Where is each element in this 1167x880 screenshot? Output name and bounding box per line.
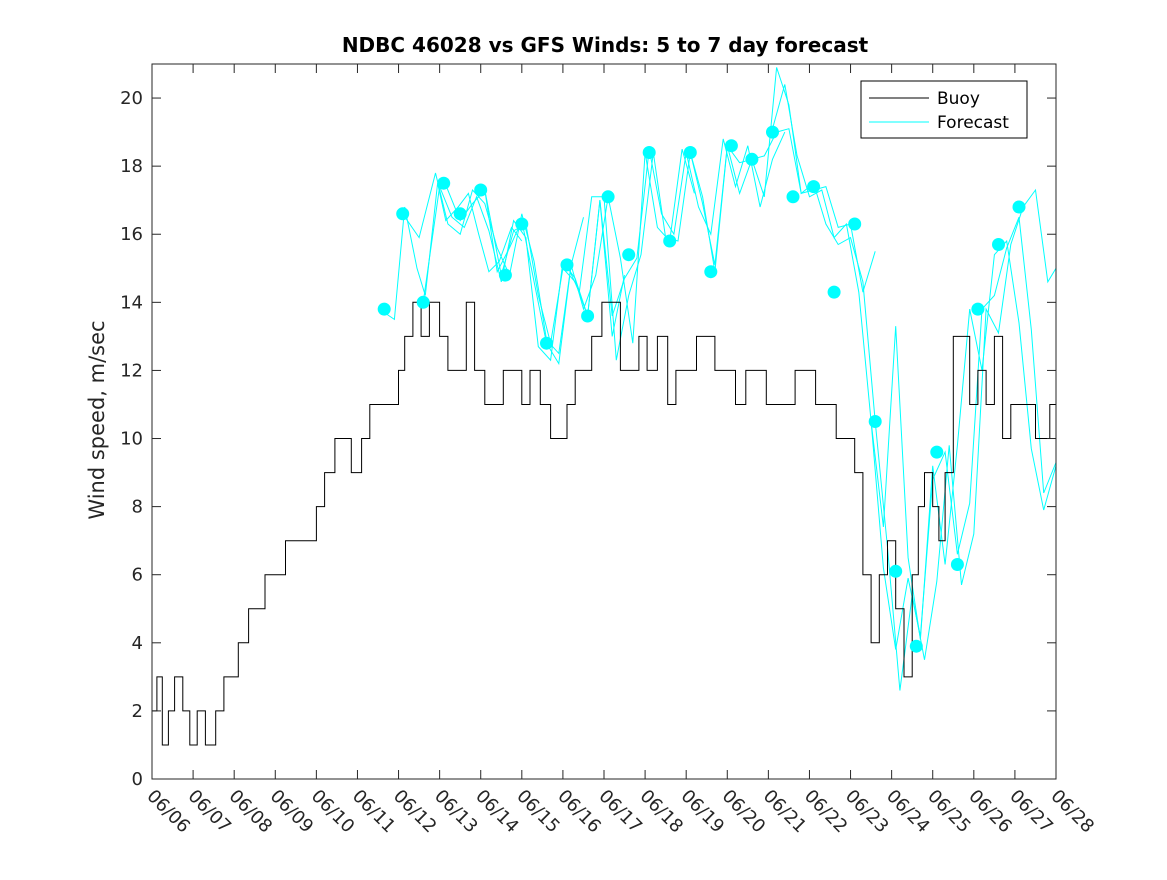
forecast-marker-7: [515, 217, 529, 231]
y-tick-label-6: 12: [120, 360, 143, 381]
axes: 0246810121416182006/0606/0706/0806/0906/…: [120, 63, 1098, 838]
forecast-marker-13: [642, 146, 656, 159]
forecast-line-1: [402, 172, 584, 355]
forecast-marker-10: [581, 309, 595, 323]
x-tick-label-7: 06/13: [430, 786, 482, 838]
forecast-marker-24: [868, 415, 882, 428]
forecast-marker-17: [724, 139, 738, 153]
y-tick-label-10: 20: [120, 88, 143, 109]
x-tick-label-20: 06/26: [964, 786, 1016, 838]
x-tick-label-1: 06/07: [184, 786, 236, 838]
chart-title: NDBC 46028 vs GFS Winds: 5 to 7 day fore…: [342, 33, 869, 57]
x-tick-label-22: 06/28: [1046, 786, 1098, 838]
x-tick-label-6: 06/12: [389, 786, 441, 838]
forecast-line-5: [566, 128, 876, 361]
forecast-marker-4: [453, 207, 467, 221]
forecast-marker-9: [560, 258, 574, 272]
forecast-marker-12: [622, 248, 636, 262]
forecast-marker-25: [889, 564, 903, 578]
forecast-marker-22: [827, 285, 841, 299]
forecast-marker-31: [1012, 200, 1026, 214]
forecast-marker-18: [745, 152, 759, 166]
y-tick-label-1: 2: [132, 701, 143, 722]
forecast-marker-29: [971, 302, 985, 316]
legend-box: [860, 80, 1028, 139]
x-tick-label-16: 06/22: [800, 786, 852, 838]
forecast-marker-8: [540, 336, 553, 350]
x-tick-label-11: 06/17: [594, 786, 646, 838]
forecast-line-7: [772, 84, 1057, 650]
y-tick-label-7: 14: [120, 292, 143, 313]
x-tick-label-19: 06/25: [923, 786, 975, 838]
forecast-marker-19: [766, 125, 779, 139]
buoy-line: [152, 301, 1056, 746]
forecast-marker-1: [396, 207, 410, 221]
forecast-marker-15: [683, 146, 697, 159]
forecast-line-8: [870, 239, 1057, 640]
forecast-marker-23: [848, 217, 862, 231]
forecast-marker-3: [437, 176, 451, 190]
axes-box: [151, 63, 1057, 780]
forecast-marker-26: [909, 639, 923, 653]
forecast-marker-20: [786, 190, 800, 204]
x-tick-label-9: 06/15: [512, 786, 564, 838]
forecast-marker-2: [416, 295, 430, 309]
forecast-marker-5: [474, 183, 488, 197]
x-tick-label-4: 06/10: [307, 786, 359, 838]
forecast-marker-21: [807, 180, 821, 194]
x-tick-label-0: 06/06: [142, 786, 194, 838]
y-tick-label-9: 18: [120, 156, 143, 177]
y-tick-label-2: 4: [132, 633, 143, 654]
x-tick-label-21: 06/27: [1005, 786, 1057, 838]
legend-label-buoy: Buoy: [937, 89, 980, 109]
forecast-marker-14: [663, 234, 677, 248]
forecast-line-6: [689, 67, 1057, 691]
forecast-marker-6: [498, 268, 512, 282]
x-tick-label-12: 06/18: [636, 786, 688, 838]
y-tick-label-0: 0: [132, 769, 143, 790]
forecast-marker-16: [704, 265, 718, 279]
y-tick-label-8: 16: [120, 224, 143, 245]
x-tick-label-14: 06/20: [718, 786, 770, 838]
x-tick-label-2: 06/08: [225, 786, 277, 838]
y-tick-label-3: 6: [132, 565, 143, 586]
legend-label-forecast: Forecast: [937, 113, 1009, 133]
forecast-marker-30: [992, 238, 1005, 251]
forecast-marker-0: [377, 302, 391, 316]
x-tick-label-18: 06/24: [882, 786, 934, 838]
legend: Buoy Forecast: [860, 80, 1028, 139]
forecast-marker-11: [601, 190, 615, 204]
x-tick-label-5: 06/11: [348, 786, 400, 838]
forecast-marker-27: [930, 445, 944, 459]
forecast-line-4: [484, 131, 786, 344]
x-tick-label-13: 06/19: [677, 786, 729, 838]
forecast-marker-28: [950, 558, 964, 571]
x-tick-label-8: 06/14: [471, 786, 523, 838]
x-tick-label-17: 06/23: [841, 786, 893, 838]
x-tick-label-15: 06/21: [759, 786, 811, 838]
x-tick-label-3: 06/09: [266, 786, 318, 838]
x-tick-label-10: 06/16: [553, 786, 605, 838]
forecast-line-3: [443, 148, 695, 366]
y-tick-label-4: 8: [132, 497, 143, 518]
y-axis-label: Wind speed, m/sec: [85, 320, 109, 519]
plot-area: [152, 67, 1057, 746]
y-tick-label-5: 10: [120, 429, 143, 450]
